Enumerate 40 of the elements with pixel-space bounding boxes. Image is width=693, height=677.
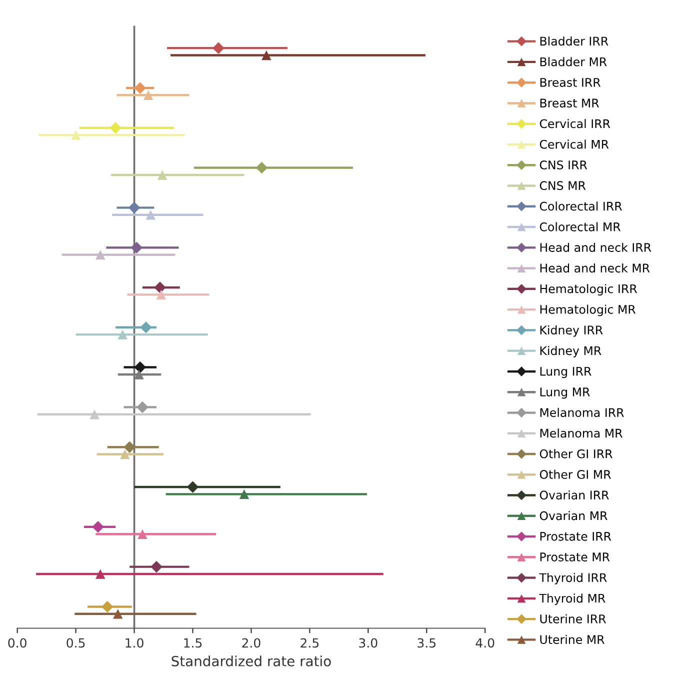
x-tick-label: 2.5 bbox=[300, 638, 319, 648]
x-axis-title: Standardized rate ratio bbox=[172, 656, 331, 666]
legend-label: CNS IRR bbox=[540, 160, 588, 170]
x-tick-label: 1.5 bbox=[184, 638, 202, 648]
legend-label: Breast IRR bbox=[540, 78, 600, 87]
legend-label: Kidney IRR bbox=[540, 325, 603, 337]
legend-label: Other GI MR bbox=[540, 470, 611, 479]
legend-label: Hematologic MR bbox=[540, 304, 636, 316]
x-tick-label: 0.5 bbox=[66, 638, 85, 648]
legend-label: Thyroid IRR bbox=[539, 572, 607, 584]
x-tick-label: 3.5 bbox=[418, 638, 436, 648]
legend-label: Prostate MR bbox=[540, 552, 610, 562]
legend-label: Cervical IRR bbox=[540, 119, 610, 128]
legend-label: Lung IRR bbox=[540, 366, 592, 378]
legend-label: Melanoma IRR bbox=[540, 408, 624, 418]
legend-label: Other GI IRR bbox=[540, 449, 612, 458]
legend-label: Cervical MR bbox=[540, 140, 609, 149]
x-tick-label: 0.0 bbox=[8, 638, 26, 648]
legend-label: Uterine IRR bbox=[540, 614, 606, 624]
x-tick-label: 2.0 bbox=[242, 638, 260, 648]
legend-label: CNS MR bbox=[540, 181, 586, 190]
legend-label: Bladder MR bbox=[540, 57, 607, 66]
legend-label: Colorectal IRR bbox=[540, 202, 622, 211]
legend-label: Hematologic IRR bbox=[540, 284, 638, 296]
legend-label: Lung MR bbox=[540, 388, 590, 399]
legend-label: Prostate IRR bbox=[540, 532, 612, 541]
legend-label: Uterine MR bbox=[540, 634, 604, 644]
legend-label: Melanoma MR bbox=[540, 428, 622, 438]
x-tick-label: 1.0 bbox=[126, 638, 144, 648]
legend-label: Ovarian MR bbox=[540, 511, 608, 520]
x-tick-label: 4.0 bbox=[476, 638, 494, 648]
legend-label: Ovarian IRR bbox=[540, 490, 609, 500]
legend-label: Bladder IRR bbox=[540, 36, 608, 46]
legend-label: Head and neck IRR bbox=[540, 242, 652, 252]
legend-label: Breast MR bbox=[540, 98, 599, 108]
legend-label: Head and neck MR bbox=[540, 263, 650, 273]
legend-label: Colorectal MR bbox=[540, 222, 620, 232]
x-tick-label: 3.0 bbox=[359, 638, 378, 648]
legend-label: Kidney MR bbox=[540, 346, 602, 358]
legend-label: Thyroid MR bbox=[539, 594, 606, 606]
